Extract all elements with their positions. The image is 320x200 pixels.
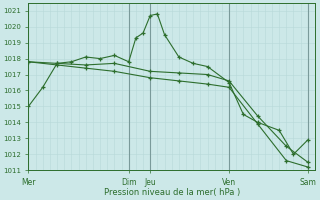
X-axis label: Pression niveau de la mer( hPa ): Pression niveau de la mer( hPa ) <box>104 188 240 197</box>
